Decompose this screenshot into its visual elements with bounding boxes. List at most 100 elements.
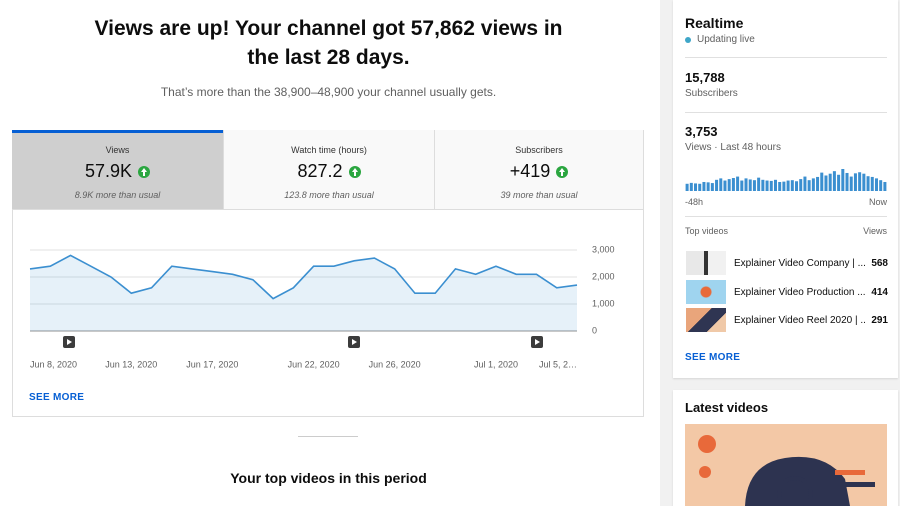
realtime-bar [866, 176, 870, 191]
realtime-bar [832, 171, 836, 191]
y-tick-label: 1,000 [592, 298, 615, 308]
realtime-bar [883, 181, 887, 191]
top-video-row[interactable]: Explainer Video Reel 2020 | ... 291 [686, 308, 888, 332]
realtime-bar [803, 176, 807, 191]
realtime-bar [740, 180, 744, 191]
views-label: Views · Last 48 hours [685, 142, 781, 153]
see-more-link[interactable]: SEE MORE [29, 392, 85, 403]
up-icon [138, 165, 151, 178]
realtime-bar [761, 179, 765, 191]
realtime-bar [786, 180, 790, 191]
realtime-bar [765, 180, 769, 191]
video-thumbnail [686, 308, 726, 332]
realtime-bar [874, 178, 878, 191]
bars-end-label: Now [868, 197, 887, 207]
metric-tab[interactable]: Subscribers +419 39 more than usual [434, 130, 644, 210]
views-count: 3,753 [685, 124, 718, 139]
realtime-bar [820, 172, 824, 191]
tab-label: Views [105, 145, 130, 155]
realtime-bar [698, 183, 702, 191]
realtime-bar [748, 179, 752, 191]
realtime-bar [795, 181, 799, 191]
realtime-bar [879, 180, 883, 191]
realtime-bar [727, 179, 731, 191]
separator [685, 112, 887, 113]
realtime-bar [837, 174, 841, 191]
realtime-bar [715, 179, 719, 191]
y-tick-label: 2,000 [592, 271, 615, 281]
top-video-row[interactable]: Explainer Video Production ... 414 [686, 280, 888, 304]
realtime-bar [736, 176, 740, 191]
realtime-bar [723, 180, 727, 191]
realtime-bar [799, 179, 803, 191]
realtime-bar [845, 172, 849, 191]
realtime-bar [782, 181, 786, 191]
realtime-bar [870, 176, 874, 191]
realtime-bar [778, 181, 782, 191]
section-title: Your top videos in this period [230, 470, 427, 486]
subscriber-label: Subscribers [685, 88, 738, 99]
realtime-bar [702, 181, 706, 191]
video-views: 568 [871, 257, 888, 269]
live-status: Updating live [697, 34, 755, 45]
top-video-row[interactable]: Explainer Video Company | ... 568 [686, 251, 888, 275]
metric-tab[interactable]: Watch time (hours) 827.2 123.8 more than… [223, 130, 434, 210]
video-title: Explainer Video Company | ... [734, 257, 866, 269]
x-tick-label: Jun 26, 2020 [369, 359, 421, 369]
y-tick-label: 3,000 [592, 244, 615, 254]
latest-thumbnail[interactable] [685, 424, 887, 506]
latest-title: Latest videos [685, 400, 769, 415]
tab-value: 827.2 [297, 161, 343, 181]
tab-label: Watch time (hours) [291, 145, 367, 155]
realtime-bar [858, 172, 862, 191]
realtime-bar [744, 178, 748, 191]
x-tick-label: Jun 13, 2020 [105, 359, 157, 369]
x-tick-label: Jun 22, 2020 [288, 359, 340, 369]
realtime-bars [685, 169, 887, 191]
separator [685, 216, 887, 217]
video-title: Explainer Video Production ... [734, 286, 866, 298]
realtime-bar [694, 183, 698, 191]
video-marker-icon [352, 339, 357, 345]
realtime-bar [731, 178, 735, 191]
video-thumbnail [686, 280, 726, 304]
x-tick-label: Jul 5, 2… [539, 359, 577, 369]
video-views: 414 [871, 286, 888, 298]
tab-note: 8.9K more than usual [74, 190, 161, 200]
tab-label: Subscribers [515, 145, 563, 155]
x-tick-label: Jun 17, 2020 [186, 359, 238, 369]
up-icon [348, 165, 361, 178]
line-area [30, 255, 577, 331]
views-column-label: Views [863, 226, 887, 236]
separator [685, 57, 887, 58]
realtime-bar [828, 173, 832, 191]
see-more-link[interactable]: SEE MORE [685, 352, 741, 363]
realtime-bar [790, 180, 794, 191]
realtime-bar [807, 180, 811, 191]
video-marker-icon [67, 339, 72, 345]
realtime-bar [841, 169, 845, 191]
realtime-bar [685, 183, 689, 191]
realtime-bar [752, 180, 756, 191]
realtime-bar [757, 177, 761, 191]
realtime-bar [706, 182, 710, 191]
video-title: Explainer Video Reel 2020 | ... [734, 314, 866, 326]
live-dot [685, 37, 691, 43]
video-views: 291 [871, 314, 888, 326]
line-chart: 0 1,000 2,000 3,000 Jun 8, 2020 Jun 13, 2020 J… [29, 244, 615, 369]
realtime-bar [773, 179, 777, 191]
y-tick-label: 0 [592, 325, 597, 335]
realtime-bar [811, 178, 815, 191]
realtime-bar [824, 175, 828, 191]
headline-subtitle: That’s more than the 38,900–48,900 your … [160, 85, 497, 99]
tab-value: +419 [509, 161, 551, 181]
realtime-bar [719, 178, 723, 191]
divider [298, 436, 358, 437]
bars-start-label: -48h [685, 197, 704, 207]
realtime-bar [689, 182, 693, 191]
tab-note: 123.8 more than usual [284, 190, 374, 200]
realtime-title: Realtime [685, 15, 744, 31]
headline: Views are up! Your channel got 57,862 vi… [94, 17, 563, 69]
metric-tab[interactable]: Views 57.9K 8.9K more than usual [12, 130, 223, 210]
